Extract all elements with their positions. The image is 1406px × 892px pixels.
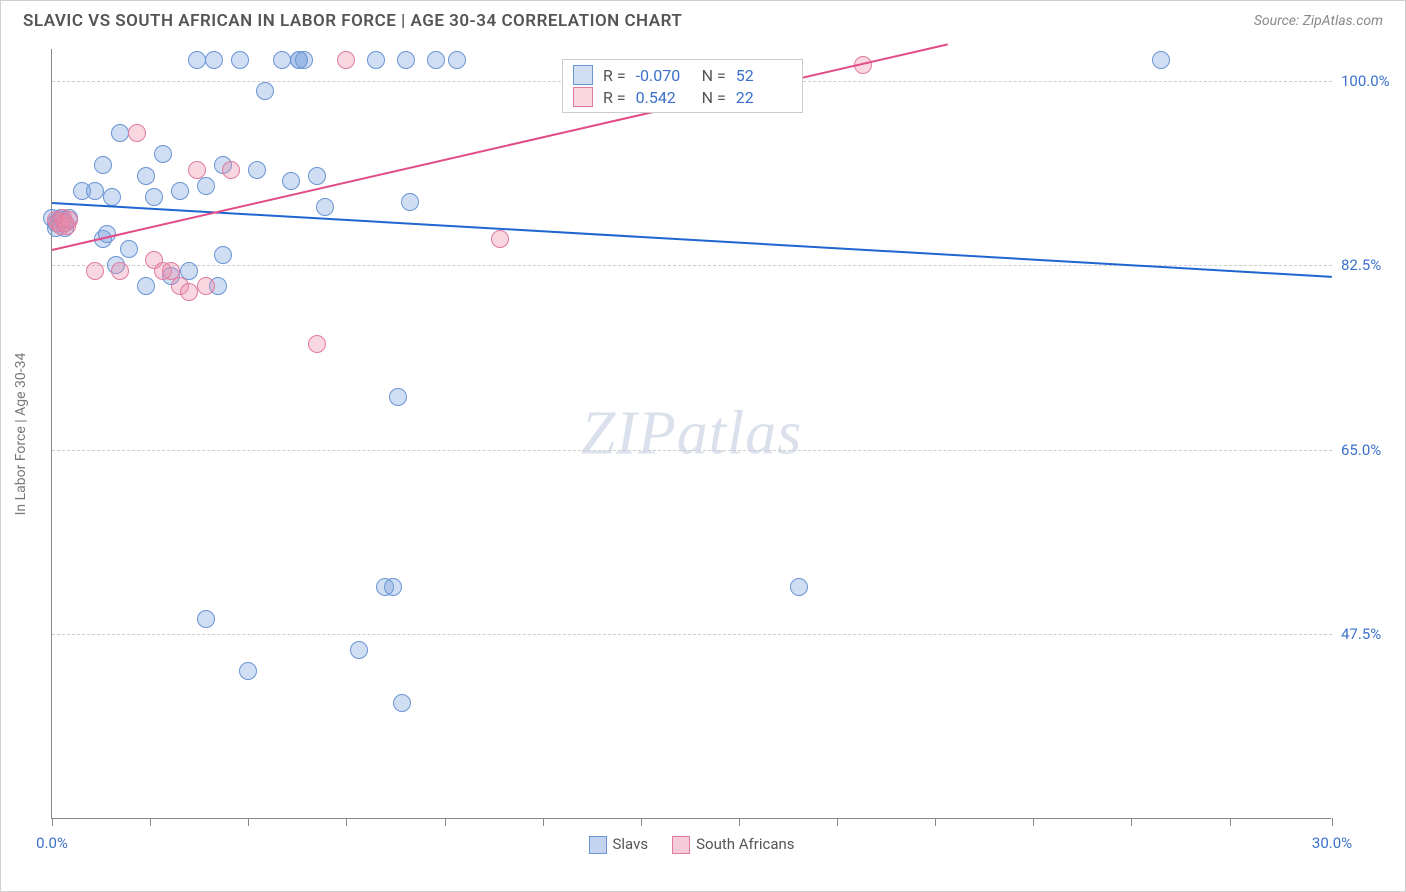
chart-title: SLAVIC VS SOUTH AFRICAN IN LABOR FORCE |… (23, 11, 682, 31)
gridline (52, 450, 1332, 451)
data-point (171, 182, 189, 200)
legend-n-label: N = (702, 88, 726, 107)
data-point (367, 51, 385, 69)
data-point (197, 177, 215, 195)
legend-swatch (672, 836, 690, 854)
x-tick (1332, 818, 1333, 826)
data-point (214, 246, 232, 264)
x-axis-label: 30.0% (1312, 834, 1352, 852)
series-legend-item: Slavs (588, 835, 648, 854)
data-point (295, 51, 313, 69)
data-point (393, 694, 411, 712)
legend-swatch (588, 836, 606, 854)
data-point (188, 161, 206, 179)
x-tick (1230, 818, 1231, 826)
series-legend: Slavs South Africans (588, 835, 794, 854)
x-tick (248, 818, 249, 826)
x-tick (346, 818, 347, 826)
data-point (86, 182, 104, 200)
data-point (205, 51, 223, 69)
data-point (248, 161, 266, 179)
data-point (180, 283, 198, 301)
y-tick-label: 47.5% (1341, 625, 1381, 643)
data-point (491, 230, 509, 248)
data-point (60, 211, 78, 229)
x-tick (52, 818, 53, 826)
stats-legend: R = -0.070 N = 52 R = 0.542 N = 22 (562, 59, 803, 113)
plot-region: ZIPatlas 0.0%30.0%R =-0.070N =52R =0.542… (51, 49, 1331, 819)
data-point (384, 578, 402, 596)
data-point (256, 82, 274, 100)
trend-line (52, 44, 948, 252)
x-tick (1131, 818, 1132, 826)
data-point (308, 167, 326, 185)
trend-line (52, 202, 1332, 278)
legend-n-label: N = (702, 66, 726, 85)
data-point (188, 51, 206, 69)
data-point (120, 240, 138, 258)
chart-header: SLAVIC VS SOUTH AFRICAN IN LABOR FORCE |… (1, 1, 1405, 39)
data-point (111, 262, 129, 280)
legend-row: R = -0.070 N = 52 (573, 64, 792, 86)
data-point (137, 277, 155, 295)
x-tick (739, 818, 740, 826)
data-point (401, 193, 419, 211)
data-point (790, 578, 808, 596)
data-point (197, 610, 215, 628)
series-legend-item: South Africans (672, 835, 794, 854)
data-point (197, 277, 215, 295)
data-point (86, 262, 104, 280)
legend-r-value: 0.542 (636, 88, 692, 107)
data-point (239, 662, 257, 680)
legend-swatch (573, 65, 593, 85)
chart-area: ZIPatlas 0.0%30.0%R =-0.070N =52R =0.542… (51, 49, 1386, 819)
data-point (427, 51, 445, 69)
data-point (231, 51, 249, 69)
x-tick (641, 818, 642, 826)
data-point (94, 156, 112, 174)
data-point (282, 172, 300, 190)
legend-n-value: 52 (736, 66, 792, 85)
y-axis-title: In Labor Force | Age 30-34 (13, 353, 29, 516)
legend-r-value: -0.070 (636, 66, 692, 85)
x-tick (1033, 818, 1034, 826)
legend-swatch (573, 87, 593, 107)
x-tick (543, 818, 544, 826)
data-point (145, 188, 163, 206)
x-tick (445, 818, 446, 826)
data-point (111, 124, 129, 142)
data-point (128, 124, 146, 142)
data-point (448, 51, 466, 69)
data-point (337, 51, 355, 69)
x-tick (150, 818, 151, 826)
source-attribution: Source: ZipAtlas.com (1254, 13, 1383, 29)
legend-r-label: R = (603, 66, 626, 85)
data-point (350, 641, 368, 659)
data-point (273, 51, 291, 69)
legend-r-label: R = (603, 88, 626, 107)
x-axis-label: 0.0% (36, 834, 68, 852)
data-point (137, 167, 155, 185)
data-point (154, 145, 172, 163)
data-point (103, 188, 121, 206)
y-tick-label: 82.5% (1341, 256, 1381, 274)
legend-row: R = 0.542 N = 22 (573, 86, 792, 108)
gridline (52, 634, 1332, 635)
y-tick-label: 100.0% (1341, 72, 1390, 90)
legend-n-value: 22 (736, 88, 792, 107)
data-point (397, 51, 415, 69)
watermark: ZIPatlas (581, 398, 803, 469)
x-tick (837, 818, 838, 826)
data-point (308, 335, 326, 353)
data-point (316, 198, 334, 216)
data-point (1152, 51, 1170, 69)
data-point (222, 161, 240, 179)
data-point (389, 388, 407, 406)
y-tick-label: 65.0% (1341, 441, 1381, 459)
x-tick (935, 818, 936, 826)
